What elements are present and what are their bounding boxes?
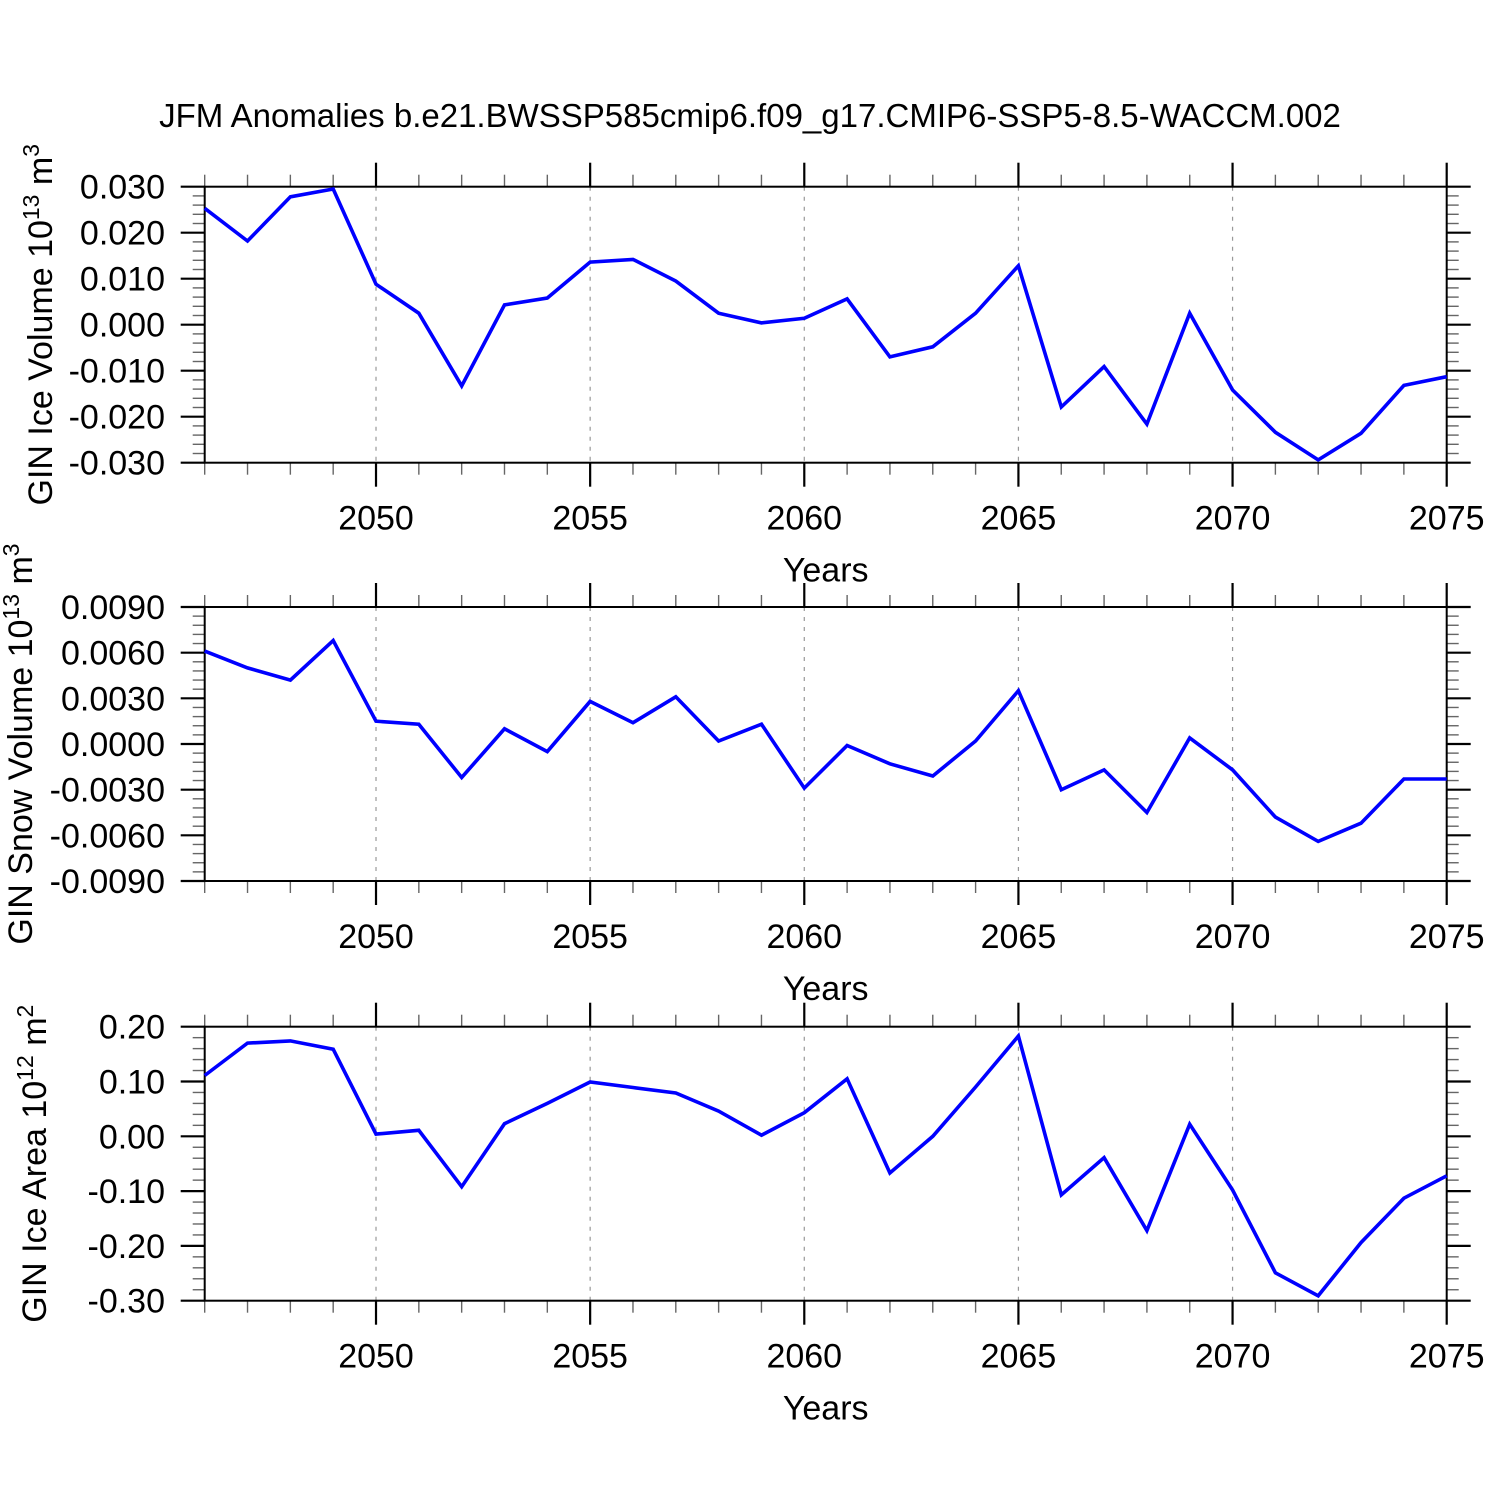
ytick-label: 0.00	[99, 1118, 165, 1156]
xtick-label: 2065	[981, 918, 1057, 956]
panel-gin-snow-volume: 2050 2055 2060 2065 2070 2075 0.0090 0.0060 0.00…	[0, 543, 1485, 1008]
xtick-label: 2060	[766, 918, 842, 956]
ytick-label: 0.0090	[61, 589, 165, 627]
xaxis-title: Years	[783, 1390, 869, 1428]
xtick-label: 2065	[981, 1338, 1057, 1376]
xtick-label: 2075	[1409, 500, 1485, 538]
gin-snow-volume-line	[204, 637, 1447, 844]
xtick-label: 2070	[1195, 500, 1271, 538]
ytick-label: -0.020	[69, 399, 165, 437]
xaxis-title: Years	[783, 970, 869, 1008]
xtick-label: 2075	[1409, 1338, 1485, 1376]
ytick-label: 0.10	[99, 1064, 165, 1102]
xtick-label: 2055	[552, 500, 628, 538]
ytick-label: -0.0030	[50, 772, 165, 810]
ytick-label: -0.30	[88, 1283, 166, 1321]
yaxis-title: GIN Ice Volume 1013 m3	[18, 144, 60, 506]
plot-frame	[203, 606, 1448, 882]
ytick-label: 0.000	[80, 307, 165, 345]
ytick-label: 0.20	[99, 1009, 165, 1047]
ytick-label: -0.0090	[50, 863, 165, 901]
ytick-label: 0.030	[80, 169, 165, 207]
xtick-label: 2070	[1195, 918, 1271, 956]
xtick-label: 2065	[981, 500, 1057, 538]
plot-frame	[203, 1025, 1448, 1302]
yaxis-title: GIN Snow Volume 1013 m3	[0, 543, 40, 944]
xtick-label: 2060	[766, 500, 842, 538]
ytick-label: 0.020	[80, 215, 165, 253]
ytick-label: -0.030	[69, 445, 165, 483]
ytick-label: -0.0060	[50, 817, 165, 855]
xtick-label: 2050	[338, 500, 414, 538]
ytick-label: 0.0000	[61, 726, 165, 764]
ytick-label: 0.010	[80, 261, 165, 299]
xtick-label: 2050	[338, 918, 414, 956]
chart-title: JFM Anomalies b.e21.BWSSP585cmip6.f09_g1…	[159, 97, 1341, 134]
ytick-label: 0.0030	[61, 680, 165, 718]
gin-ice-volume-line	[203, 186, 1448, 463]
xtick-label: 2060	[766, 1338, 842, 1376]
panel-gin-ice-area: 2050 2055 2060 2065 2070 2075 0.20 0.10 0.00 -0.1…	[12, 1002, 1485, 1428]
ytick-label: 0.0060	[61, 635, 165, 673]
xtick-label: 2050	[338, 1338, 414, 1376]
ytick-label: -0.10	[88, 1173, 166, 1211]
xtick-label: 2055	[552, 1338, 628, 1376]
xtick-label: 2075	[1409, 918, 1485, 956]
gin-ice-area-line	[203, 1032, 1448, 1299]
panel-gin-ice-volume: 2050 2055 2060 2065 2070 2075 0.030 0.020 0.010 0…	[18, 144, 1485, 590]
plot-frame	[203, 185, 1448, 464]
xtick-label: 2055	[552, 918, 628, 956]
xaxis-title: Years	[783, 552, 869, 590]
xtick-label: 2070	[1195, 1338, 1271, 1376]
yaxis-title: GIN Ice Area 1012 m2	[12, 1005, 54, 1323]
ytick-label: -0.010	[69, 353, 165, 391]
ytick-label: -0.20	[88, 1228, 166, 1266]
